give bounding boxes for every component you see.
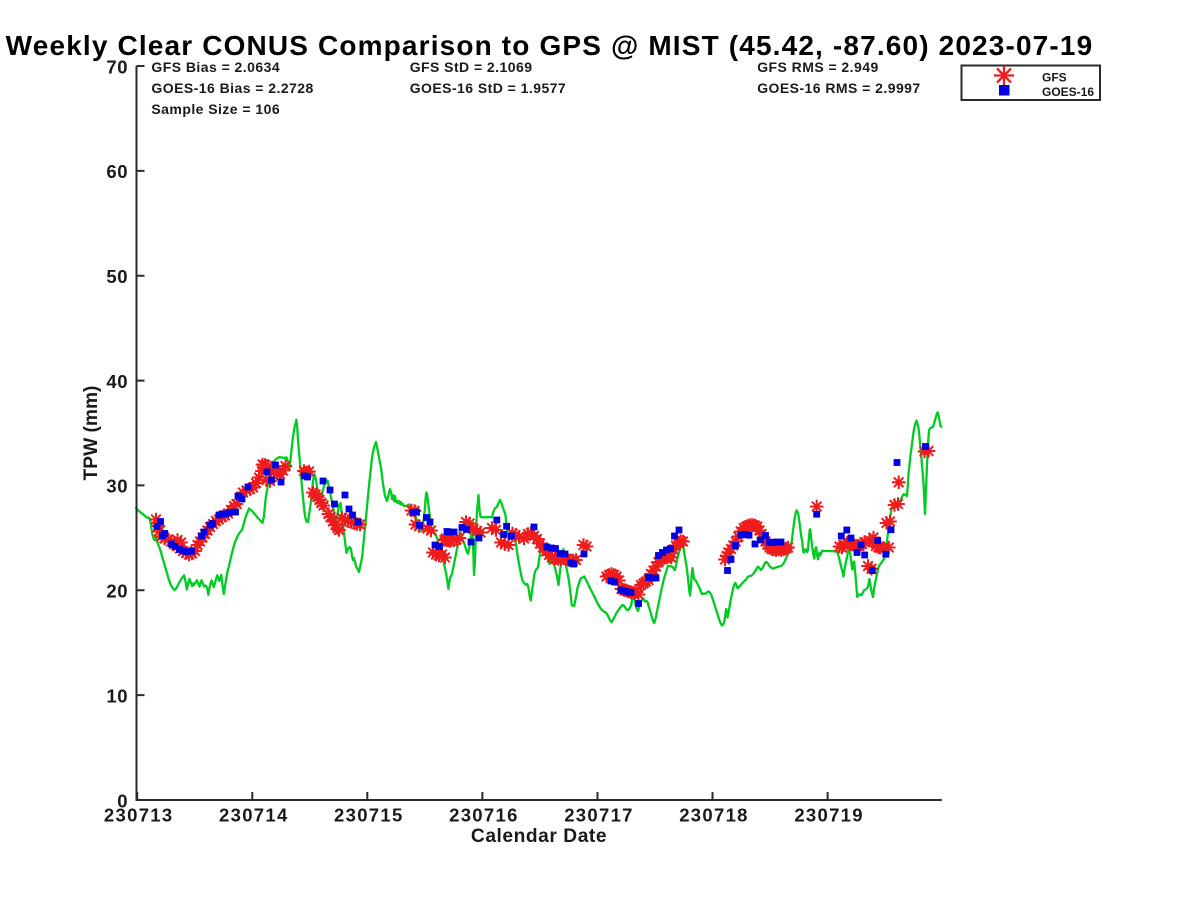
svg-text:GOES-16 RMS = 2.9997: GOES-16 RMS = 2.9997: [757, 80, 920, 96]
svg-text:230719: 230719: [794, 804, 864, 825]
svg-text:230717: 230717: [564, 804, 634, 825]
svg-text:GOES-16: GOES-16: [1042, 85, 1094, 99]
svg-text:GOES-16 Bias = 2.2728: GOES-16 Bias = 2.2728: [151, 80, 313, 96]
svg-text:230715: 230715: [334, 804, 404, 825]
svg-text:230714: 230714: [219, 804, 289, 825]
svg-text:TPW (mm): TPW (mm): [81, 386, 102, 481]
svg-text:60: 60: [106, 161, 128, 182]
svg-text:GFS StD = 2.1069: GFS StD = 2.1069: [410, 59, 533, 75]
svg-text:0: 0: [117, 790, 128, 811]
svg-text:GFS RMS = 2.949: GFS RMS = 2.949: [757, 59, 879, 75]
svg-text:70: 70: [106, 56, 128, 77]
svg-text:Sample Size = 106: Sample Size = 106: [151, 101, 280, 117]
svg-text:230716: 230716: [449, 804, 519, 825]
svg-text:Calendar Date: Calendar Date: [471, 826, 607, 847]
svg-text:GOES-16 StD = 1.9577: GOES-16 StD = 1.9577: [410, 80, 566, 96]
svg-text:10: 10: [106, 685, 128, 706]
svg-text:GFS Bias = 2.0634: GFS Bias = 2.0634: [151, 59, 280, 75]
svg-text:50: 50: [106, 266, 128, 287]
svg-text:20: 20: [106, 581, 128, 602]
svg-text:40: 40: [106, 371, 128, 392]
svg-text:Weekly Clear CONUS Comparison: Weekly Clear CONUS Comparison to GPS @ M…: [6, 30, 1094, 61]
svg-text:30: 30: [106, 476, 128, 497]
svg-text:230713: 230713: [104, 804, 174, 825]
svg-text:230718: 230718: [679, 804, 749, 825]
svg-text:GFS: GFS: [1042, 70, 1067, 84]
